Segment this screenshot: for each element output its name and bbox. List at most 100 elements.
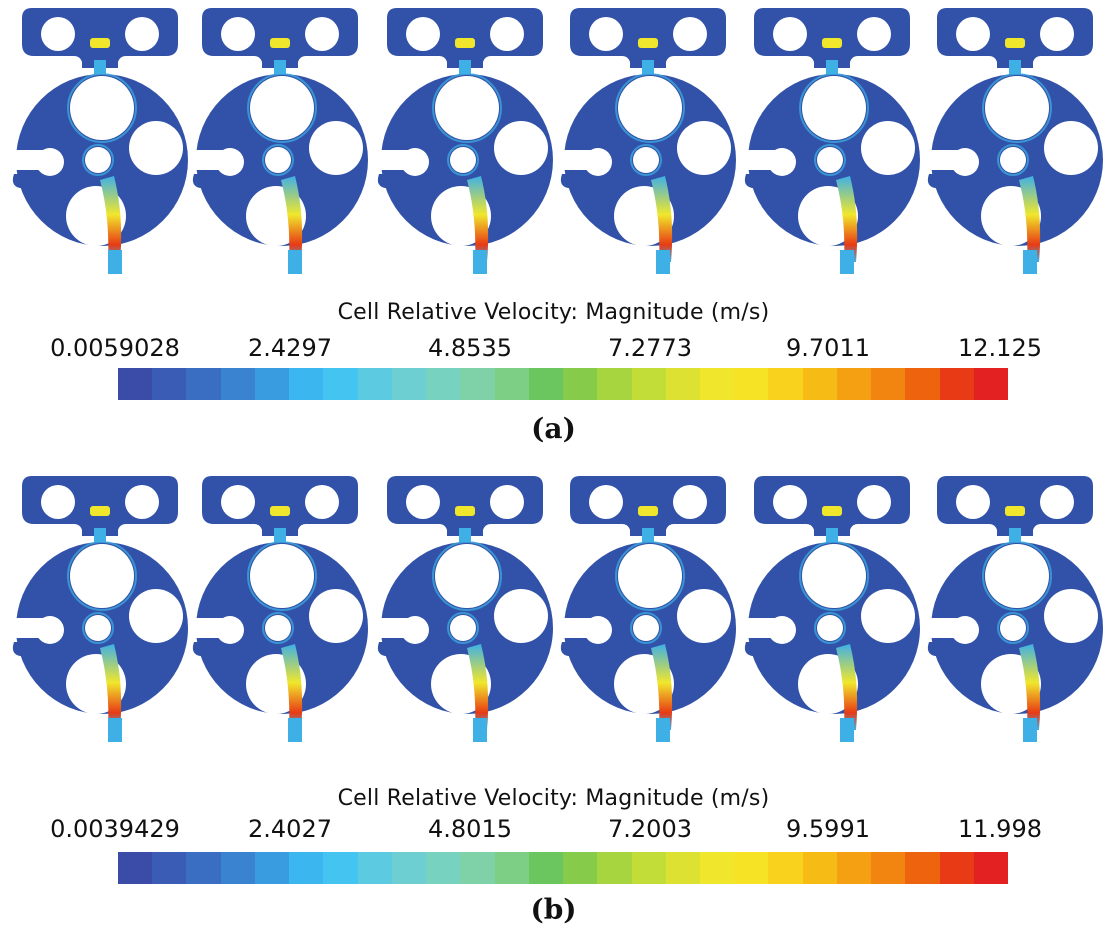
jet-streak bbox=[100, 644, 122, 730]
jet-streak bbox=[651, 644, 673, 730]
tick-label: 9.5991 bbox=[786, 815, 870, 843]
tick-label: 11.998 bbox=[958, 815, 1042, 843]
colorbar-ticks-a: 0.0059028 2.4297 4.8535 7.2773 9.7011 12… bbox=[0, 334, 1107, 364]
colorbar-b bbox=[118, 852, 1009, 884]
colorbar-swatch bbox=[631, 368, 666, 400]
tick-label: 2.4027 bbox=[248, 815, 332, 843]
snapshot-svg bbox=[927, 476, 1103, 742]
colorbar-title-a: Cell Relative Velocity: Magnitude (m/s) bbox=[337, 300, 770, 325]
colorbar-swatch bbox=[391, 852, 427, 884]
jet-streak bbox=[281, 176, 303, 262]
snapshot-svg bbox=[192, 8, 368, 274]
colorbar-swatch bbox=[597, 368, 632, 400]
colorbar-swatch bbox=[391, 368, 427, 400]
colorbar-swatch bbox=[289, 368, 324, 400]
colorbar-swatch bbox=[528, 852, 564, 884]
snapshot-svg bbox=[12, 8, 188, 274]
jet-streak bbox=[1019, 176, 1041, 262]
velocity-snapshot bbox=[375, 468, 555, 748]
colorbar-swatch bbox=[871, 368, 906, 400]
colorbar-swatch bbox=[836, 852, 872, 884]
velocity-snapshot bbox=[10, 0, 190, 280]
colorbar-swatch bbox=[460, 368, 495, 400]
tick-label: 9.7011 bbox=[786, 334, 870, 362]
snapshot-svg bbox=[744, 8, 920, 274]
tick-label: 4.8535 bbox=[428, 334, 512, 362]
colorbar-swatch bbox=[665, 852, 700, 884]
snapshot-svg bbox=[927, 8, 1103, 274]
tick-label: 0.0059028 bbox=[50, 334, 180, 362]
colorbar-swatch bbox=[254, 852, 290, 884]
jet-streak bbox=[467, 176, 489, 262]
colorbar-swatch bbox=[563, 368, 598, 400]
colorbar-swatch bbox=[905, 368, 940, 400]
colorbar-swatch bbox=[220, 368, 255, 400]
velocity-snapshot bbox=[925, 468, 1105, 748]
jet-streak bbox=[836, 176, 858, 262]
tick-label: 4.8015 bbox=[428, 815, 512, 843]
panel-label-a: (a) bbox=[531, 412, 576, 445]
colorbar-swatch bbox=[665, 368, 700, 400]
velocity-snapshot bbox=[742, 468, 922, 748]
tick-label: 12.125 bbox=[958, 334, 1042, 362]
colorbar-ticks-b: 0.0039429 2.4027 4.8015 7.2003 9.5991 11… bbox=[0, 815, 1107, 845]
snapshot-svg bbox=[377, 476, 553, 742]
colorbar-swatch bbox=[323, 368, 358, 400]
colorbar-swatch bbox=[768, 852, 803, 884]
velocity-snapshot bbox=[10, 468, 190, 748]
snapshot-svg bbox=[12, 476, 188, 742]
colorbar-swatch bbox=[528, 368, 564, 400]
colorbar-swatch bbox=[905, 852, 940, 884]
jet-streak bbox=[651, 176, 673, 262]
colorbar-swatch bbox=[734, 852, 769, 884]
panel-label-b: (b) bbox=[530, 893, 577, 926]
colorbar-swatch bbox=[597, 852, 632, 884]
colorbar-swatch bbox=[289, 852, 324, 884]
jet-streak bbox=[1019, 644, 1041, 730]
colorbar-swatch bbox=[186, 852, 221, 884]
colorbar-swatch bbox=[357, 368, 392, 400]
panel-a: Cell Relative Velocity: Magnitude (m/s) … bbox=[0, 0, 1107, 468]
colorbar-swatch bbox=[118, 852, 153, 884]
colorbar-a bbox=[118, 368, 1009, 400]
colorbar-swatch bbox=[802, 852, 837, 884]
colorbar-swatch bbox=[699, 368, 735, 400]
velocity-snapshot bbox=[190, 0, 370, 280]
colorbar-swatch bbox=[939, 852, 974, 884]
velocity-snapshot bbox=[925, 0, 1105, 280]
colorbar-swatch bbox=[699, 852, 735, 884]
jet-streak bbox=[100, 176, 122, 262]
colorbar-swatch bbox=[939, 368, 974, 400]
colorbar-swatch bbox=[460, 852, 495, 884]
colorbar-swatch bbox=[768, 368, 803, 400]
panel-b: Cell Relative Velocity: Magnitude (m/s) … bbox=[0, 468, 1107, 937]
colorbar-swatch bbox=[973, 852, 1009, 884]
tick-label: 0.0039429 bbox=[50, 815, 180, 843]
colorbar-swatch bbox=[494, 368, 529, 400]
colorbar-swatch bbox=[152, 368, 187, 400]
colorbar-swatch bbox=[426, 852, 461, 884]
colorbar-swatch bbox=[734, 368, 769, 400]
snapshot-row-b bbox=[0, 468, 1107, 748]
colorbar-swatch bbox=[836, 368, 872, 400]
colorbar-swatch bbox=[973, 368, 1009, 400]
colorbar-swatch bbox=[220, 852, 255, 884]
snapshot-svg bbox=[744, 476, 920, 742]
colorbar-swatch bbox=[494, 852, 529, 884]
velocity-snapshot bbox=[558, 0, 738, 280]
colorbar-swatch bbox=[563, 852, 598, 884]
colorbar-swatch bbox=[357, 852, 392, 884]
colorbar-swatch bbox=[631, 852, 666, 884]
colorbar-swatch bbox=[118, 368, 153, 400]
jet-streak bbox=[836, 644, 858, 730]
velocity-snapshot bbox=[190, 468, 370, 748]
velocity-snapshot bbox=[375, 0, 555, 280]
snapshot-svg bbox=[560, 476, 736, 742]
colorbar-swatch bbox=[254, 368, 290, 400]
snapshot-row-a bbox=[0, 0, 1107, 280]
colorbar-swatch bbox=[152, 852, 187, 884]
tick-label: 2.4297 bbox=[248, 334, 332, 362]
tick-label: 7.2003 bbox=[608, 815, 692, 843]
colorbar-swatch bbox=[186, 368, 221, 400]
snapshot-svg bbox=[560, 8, 736, 274]
